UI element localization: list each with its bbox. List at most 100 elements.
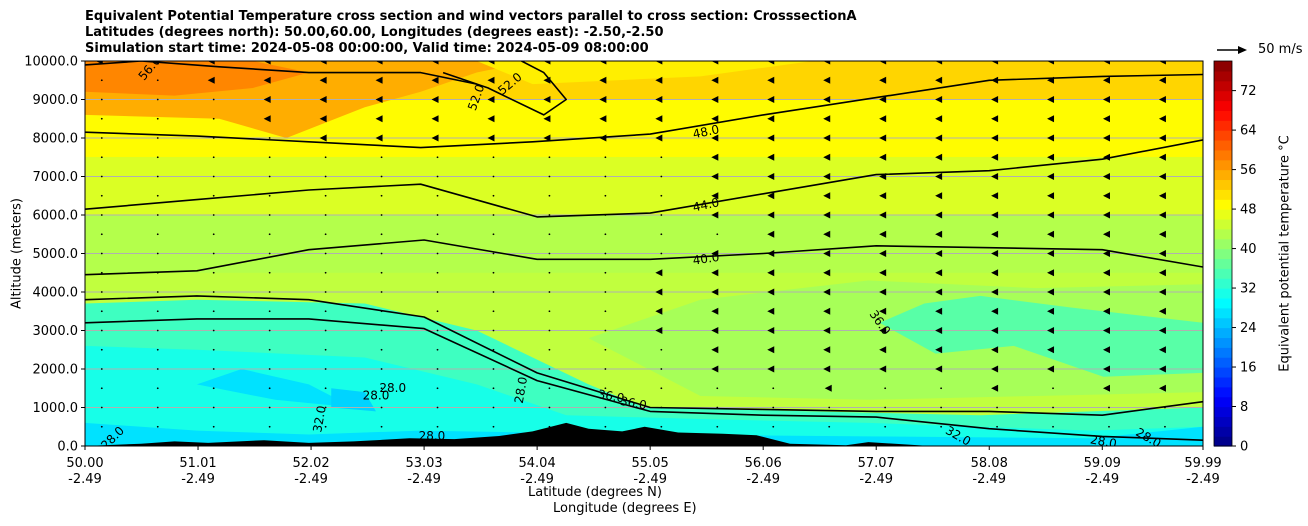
wind-vector [1158,115,1166,123]
x-tick-label-lon: -2.49 [972,472,1006,487]
wind-vector [767,269,775,277]
wind-vector [991,76,999,84]
wind-vector [1102,192,1110,200]
wind-vector [655,288,663,296]
wind-vector [879,211,887,219]
y-tick-label: 10000.0 [24,55,78,70]
colorbar-segment [1214,189,1232,200]
wind-vector [436,348,439,351]
wind-vector [268,194,271,197]
wind-vector [156,291,159,293]
colorbar-segment [1214,327,1232,339]
wind-vector [212,252,215,255]
wind-vector [716,233,719,236]
wind-vector [1158,365,1166,373]
wind-vector [492,271,495,274]
wind-vector [268,175,271,178]
fill-band [85,215,1203,273]
wind-vector [711,61,719,65]
wind-vector [655,307,663,315]
wind-vector [879,288,887,296]
wind-vector [380,310,383,313]
wind-vector [879,327,887,334]
wind-vector [991,365,999,373]
wind-vector [100,329,103,332]
wind-vector [543,61,551,65]
wind-vector [436,271,439,274]
wind-vector [935,269,943,277]
contour-label: 28.0 [363,388,390,402]
wind-vector [1102,269,1110,277]
fill-region [879,295,1203,377]
wind-vector [543,96,551,103]
wind-vector [212,387,215,390]
wind-vector [996,406,998,409]
wind-vector [212,406,215,409]
wind-vector [767,346,775,354]
wind-vector [1047,134,1055,142]
wind-vector [599,134,607,142]
wind-vector [940,387,943,390]
colorbar-segment [1214,337,1232,348]
wind-vector [268,291,271,293]
wind-vector [935,230,943,238]
wind-vector [436,252,439,255]
wind-vector [100,137,103,139]
wind-vector [660,348,663,351]
wind-vector [716,387,719,390]
wind-vector [660,156,663,159]
colorbar-segment [1214,169,1232,181]
wind-vector [324,175,327,178]
wind-vector [268,214,271,216]
y-tick-label: 8000.0 [33,132,79,147]
wind-vector [492,406,495,409]
wind-vector [1047,96,1055,103]
wind-vector [436,425,439,428]
wind-vector [319,61,327,65]
wind-vector [772,387,775,390]
wind-vector [380,368,383,370]
wind-vector [767,76,775,84]
fill-band [85,157,1203,215]
colorbar-segment [1214,179,1232,190]
colorbar-segment [1214,159,1232,171]
colorbar-segment [1214,149,1232,161]
wind-vector [1158,346,1166,354]
wind-vector [879,173,887,180]
wind-vector [991,250,999,257]
wind-vector [324,348,327,351]
colorbar-segment [1214,426,1232,437]
wind-vector [156,79,159,82]
wind-vector [1047,327,1055,334]
wind-vector [268,348,271,351]
colorbar-tick-label: 0 [1240,440,1248,455]
fill-region [85,345,1203,446]
wind-vector [604,233,607,236]
x-tick-label-lat: 55.05 [632,456,669,471]
wind-vector [711,250,719,257]
wind-vector [1047,230,1055,238]
contour-line-52 [442,61,567,116]
colorbar-segment [1214,288,1232,299]
wind-vector [156,368,159,370]
wind-vector [156,329,159,332]
wind-vector [492,214,495,216]
colorbar-tick-label: 32 [1240,282,1257,297]
wind-vector [268,310,271,313]
wind-vector [991,61,999,65]
wind-vector [380,194,383,197]
wind-vector [100,252,103,255]
wind-vector [604,291,607,293]
wind-vector [156,425,159,428]
wind-vector [655,269,663,277]
wind-vector [436,233,439,236]
wind-vector [935,288,943,296]
wind-vector [1102,76,1110,84]
wind-vector [319,134,327,142]
wind-vector [436,175,439,178]
wind-vector [1047,76,1055,84]
wind-vector [487,61,495,65]
wind-vector [823,134,831,142]
y-tick-label: 4000.0 [33,286,79,301]
wind-vector [1102,96,1110,103]
